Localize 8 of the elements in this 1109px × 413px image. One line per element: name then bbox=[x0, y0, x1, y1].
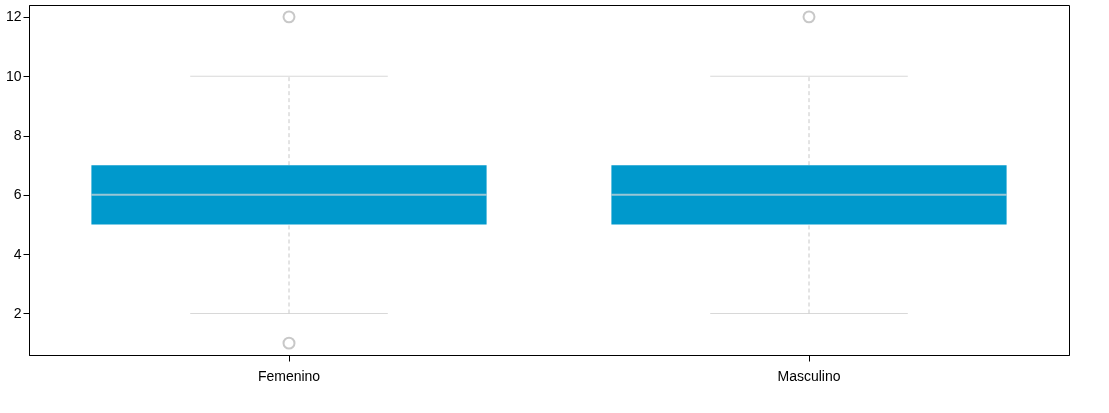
y-tick-label: 4 bbox=[13, 245, 22, 262]
y-tick-label: 8 bbox=[13, 127, 22, 144]
y-tick-label: 6 bbox=[13, 186, 22, 203]
x-tick-label: Femenino bbox=[257, 367, 321, 384]
y-tick-label: 12 bbox=[5, 8, 22, 25]
y-tick-label: 10 bbox=[5, 67, 22, 84]
x-tick-label: Masculino bbox=[777, 367, 841, 384]
y-tick-label: 2 bbox=[13, 304, 22, 321]
